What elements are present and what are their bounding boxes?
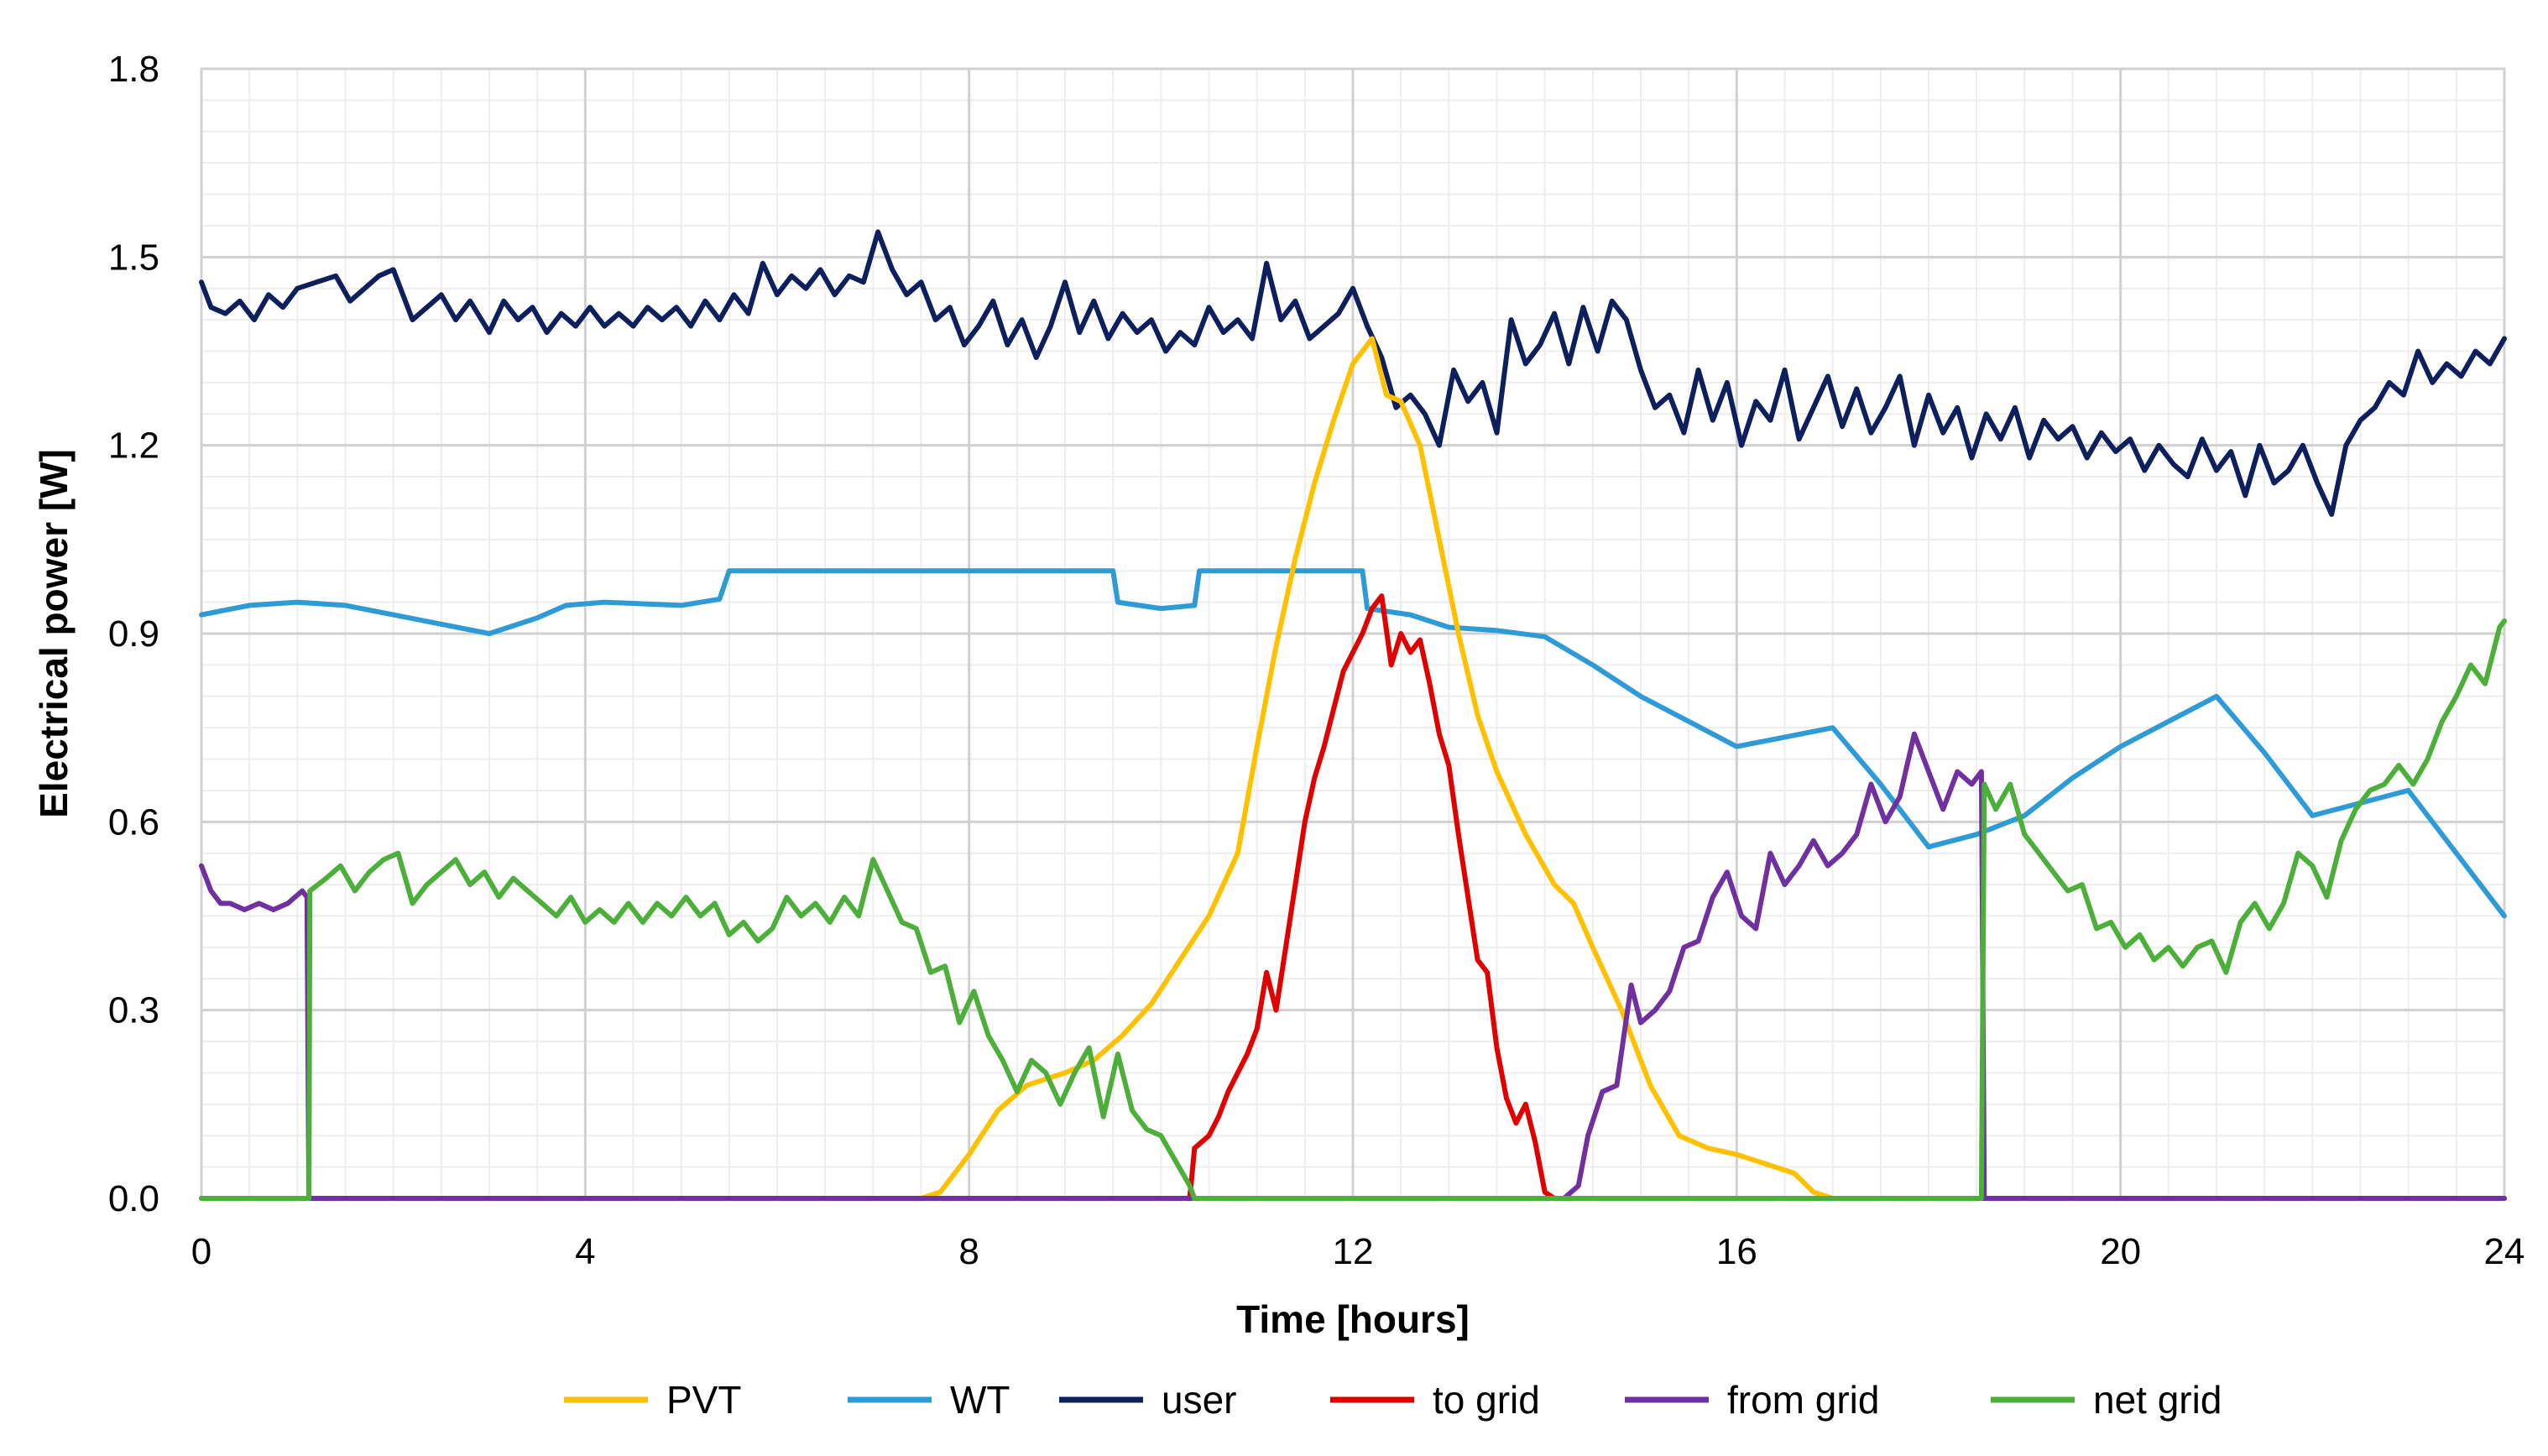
series-line-net-grid (199, 618, 2507, 1201)
y-axis-tick-labels: 0.0 0.3 0.6 0.9 1.2 1.5 1.8 (108, 49, 159, 1219)
y-tick-label: 1.2 (108, 425, 159, 467)
y-tick-label: 1.8 (108, 49, 159, 90)
x-tick-label: 4 (575, 1231, 595, 1272)
legend-label-net-grid: net grid (2093, 1378, 2222, 1422)
legend-label-PVT: PVT (666, 1378, 741, 1422)
x-tick-label: 8 (958, 1231, 979, 1272)
x-axis-title: Time [hours] (1236, 1297, 1470, 1341)
y-tick-label: 1.5 (108, 237, 159, 278)
series-line-WT (199, 568, 2507, 919)
x-axis-tick-labels: 0 4 8 12 16 20 24 (191, 1231, 2525, 1272)
x-tick-label: 12 (1333, 1231, 1374, 1272)
series-lines (199, 229, 2507, 1201)
y-tick-label: 0.3 (108, 990, 159, 1031)
legend: PVT WT user to grid from grid net grid (564, 1378, 2222, 1422)
y-tick-label: 0.6 (108, 801, 159, 843)
legend-label-from-grid: from grid (1727, 1378, 1879, 1422)
y-axis-title: Electrical power [W] (32, 449, 76, 818)
legend-label-to-grid: to grid (1433, 1378, 1540, 1422)
series-line-to-grid (199, 593, 2507, 1201)
series-line-PVT (199, 336, 2507, 1201)
series-line-from-grid (199, 731, 2507, 1201)
y-tick-label: 0.0 (108, 1178, 159, 1219)
series-line-user (199, 229, 2507, 517)
y-tick-label: 0.9 (108, 613, 159, 655)
x-tick-label: 20 (2100, 1231, 2141, 1272)
legend-label-user: user (1162, 1378, 1236, 1422)
x-tick-label: 16 (1716, 1231, 1757, 1272)
x-tick-label: 24 (2484, 1231, 2525, 1272)
legend-label-WT: WT (950, 1378, 1010, 1422)
x-tick-label: 0 (191, 1231, 211, 1272)
